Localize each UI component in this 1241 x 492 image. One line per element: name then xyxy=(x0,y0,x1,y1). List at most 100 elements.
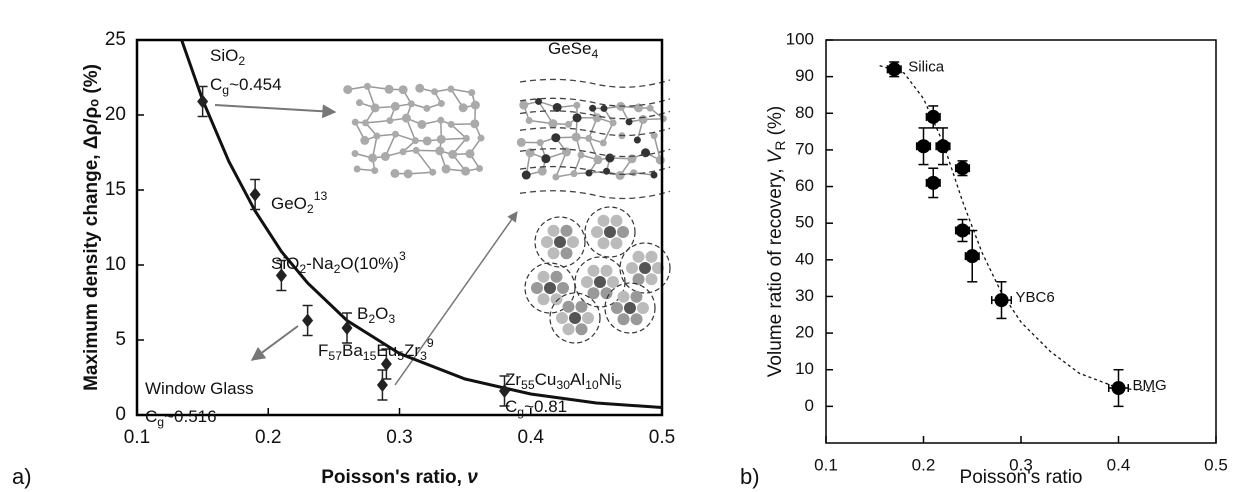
atom xyxy=(461,166,471,176)
text-run: V xyxy=(765,148,786,163)
atom xyxy=(362,119,370,127)
atom xyxy=(537,166,547,176)
atom xyxy=(607,276,619,288)
fit-curve xyxy=(879,65,1158,393)
y-tick-label: 20 xyxy=(795,323,814,342)
atom xyxy=(417,119,427,129)
atom xyxy=(585,169,593,177)
atom xyxy=(552,173,560,181)
text-run: (%) xyxy=(765,106,786,141)
atom xyxy=(556,312,568,324)
atom xyxy=(577,151,585,159)
cluster xyxy=(534,216,586,268)
atom xyxy=(447,85,455,93)
atom xyxy=(547,224,560,237)
x-tick-label: 0.1 xyxy=(814,455,838,474)
atom xyxy=(630,313,643,326)
point xyxy=(955,223,970,238)
atom xyxy=(597,214,610,227)
panel-label: b) xyxy=(740,464,760,489)
atom xyxy=(639,262,651,274)
atom xyxy=(632,273,645,286)
y-tick-label: 30 xyxy=(795,286,814,305)
layer-line xyxy=(519,190,671,200)
atom xyxy=(633,136,641,144)
arrow xyxy=(394,211,518,386)
x-tick-label: 0.1 xyxy=(124,427,150,448)
point xyxy=(499,384,510,398)
y-axis-label: Volume ratio of recovery, VR (%) xyxy=(765,106,788,377)
text-run: Ni xyxy=(599,370,615,389)
x-tick-label: 0.5 xyxy=(649,427,675,448)
atom xyxy=(435,146,445,156)
annotation: SiO2-Na2O(10%)3 xyxy=(271,249,406,276)
y-tick-label: 15 xyxy=(105,179,126,200)
atom xyxy=(645,250,658,263)
y-tick-label: 100 xyxy=(786,29,814,48)
cluster xyxy=(584,206,636,258)
atom xyxy=(610,214,623,227)
atom xyxy=(401,113,411,123)
text-run: Ba xyxy=(342,341,363,360)
atom xyxy=(541,236,553,248)
atom xyxy=(431,88,439,96)
cluster xyxy=(604,282,656,334)
atom xyxy=(422,136,432,146)
atom xyxy=(581,276,593,288)
arrow xyxy=(214,104,337,119)
atom xyxy=(591,226,603,238)
text-run: GeSe xyxy=(548,39,591,58)
annotation: SiO2 xyxy=(210,46,245,68)
cluster xyxy=(619,242,671,294)
atom xyxy=(645,273,658,286)
y-tick-label: 80 xyxy=(795,103,814,122)
atom xyxy=(353,165,361,173)
text-run: 2 xyxy=(334,262,341,276)
text-run: g xyxy=(222,83,229,97)
point xyxy=(916,139,931,154)
point-label: YBC6 xyxy=(1016,289,1055,306)
atom xyxy=(373,132,381,140)
text-run: g xyxy=(517,405,524,419)
text-run: GeO xyxy=(271,194,307,213)
text-run: F xyxy=(318,341,328,360)
text-run: C xyxy=(145,407,157,426)
bond xyxy=(555,151,568,178)
atom xyxy=(437,116,445,124)
atom xyxy=(536,139,544,147)
text-run: 3 xyxy=(399,249,406,263)
text-run: 4 xyxy=(591,47,598,61)
annotation: B2O3 xyxy=(357,304,395,326)
text-run: 2 xyxy=(299,262,306,276)
bond xyxy=(602,122,614,144)
atom xyxy=(384,84,394,94)
atom xyxy=(624,302,636,314)
atom xyxy=(458,103,468,113)
atom xyxy=(547,247,560,260)
text-run: ~0.516 xyxy=(164,407,216,426)
atom xyxy=(415,83,425,93)
atom xyxy=(470,100,480,110)
atom xyxy=(537,270,550,283)
atom xyxy=(593,155,603,165)
atom xyxy=(585,134,593,142)
atom xyxy=(587,287,600,300)
point-label: Silica xyxy=(908,58,945,75)
x-tick-label: 0.4 xyxy=(1107,455,1131,474)
x-tick-label: 0.3 xyxy=(1009,455,1033,474)
bond xyxy=(365,119,390,124)
y-tick-label: 60 xyxy=(795,176,814,195)
atom xyxy=(544,282,556,294)
atom xyxy=(625,118,633,126)
text-run: ν xyxy=(467,467,478,488)
atom xyxy=(632,250,645,263)
text-run: 5 xyxy=(397,349,404,363)
atom xyxy=(468,89,476,97)
atom xyxy=(609,119,617,127)
atom xyxy=(650,132,658,140)
atom xyxy=(447,120,455,128)
text-run: 2 xyxy=(238,54,245,68)
illustrations xyxy=(343,78,671,344)
atom xyxy=(462,134,470,142)
atom xyxy=(537,293,550,306)
